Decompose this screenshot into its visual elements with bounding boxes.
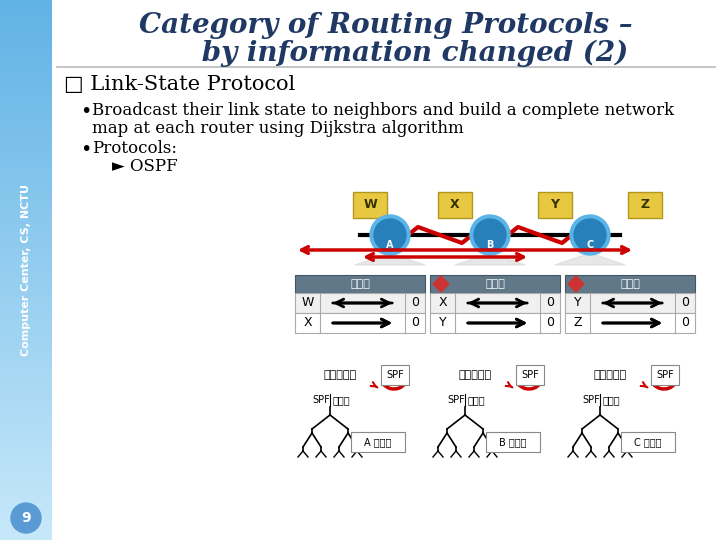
- Text: 0: 0: [411, 296, 419, 309]
- Text: Z: Z: [640, 199, 649, 212]
- Text: A 路由表: A 路由表: [364, 437, 392, 447]
- Text: •: •: [80, 102, 91, 121]
- FancyBboxPatch shape: [565, 275, 695, 293]
- Text: 9: 9: [21, 511, 31, 525]
- Text: Y: Y: [551, 199, 559, 212]
- Text: SPF: SPF: [521, 370, 539, 380]
- Circle shape: [474, 219, 506, 251]
- FancyBboxPatch shape: [565, 313, 695, 333]
- Text: 0: 0: [681, 296, 689, 309]
- Text: C 路由表: C 路由表: [634, 437, 662, 447]
- FancyBboxPatch shape: [295, 313, 425, 333]
- Text: 结构树: 结构树: [603, 395, 621, 405]
- Circle shape: [370, 215, 410, 255]
- Text: SPF: SPF: [656, 370, 674, 380]
- Text: 拓撲資料庫: 拓撲資料庫: [323, 370, 356, 380]
- Text: SPF: SPF: [447, 395, 465, 405]
- Text: Computer Center, CS, NCTU: Computer Center, CS, NCTU: [21, 184, 31, 356]
- Text: Y: Y: [574, 296, 582, 309]
- FancyBboxPatch shape: [430, 275, 560, 293]
- FancyBboxPatch shape: [651, 365, 679, 385]
- Text: 路由表: 路由表: [620, 279, 640, 289]
- FancyBboxPatch shape: [430, 313, 560, 333]
- FancyBboxPatch shape: [353, 192, 387, 218]
- Text: 路由表: 路由表: [485, 279, 505, 289]
- FancyBboxPatch shape: [538, 192, 572, 218]
- FancyBboxPatch shape: [295, 275, 425, 293]
- Text: Category of Routing Protocols –: Category of Routing Protocols –: [139, 12, 633, 39]
- Text: 0: 0: [411, 316, 419, 329]
- Text: X: X: [450, 199, 460, 212]
- Polygon shape: [555, 253, 625, 265]
- Text: C: C: [586, 240, 593, 250]
- Text: Y: Y: [439, 316, 447, 329]
- FancyBboxPatch shape: [621, 432, 675, 452]
- FancyBboxPatch shape: [565, 293, 695, 313]
- Text: SPF: SPF: [312, 395, 330, 405]
- Text: 拓撲資料庫: 拓撲資料庫: [593, 370, 626, 380]
- Polygon shape: [455, 253, 525, 265]
- FancyBboxPatch shape: [295, 293, 425, 313]
- Text: B: B: [486, 240, 494, 250]
- Text: A: A: [386, 240, 394, 250]
- FancyBboxPatch shape: [430, 293, 560, 313]
- FancyBboxPatch shape: [486, 432, 540, 452]
- FancyBboxPatch shape: [351, 432, 405, 452]
- Text: 路由表: 路由表: [350, 279, 370, 289]
- Polygon shape: [433, 276, 449, 292]
- Text: SPF: SPF: [386, 370, 404, 380]
- Text: X: X: [438, 296, 447, 309]
- FancyBboxPatch shape: [381, 365, 409, 385]
- Text: □ Link-State Protocol: □ Link-State Protocol: [64, 75, 295, 94]
- Polygon shape: [355, 253, 425, 265]
- Text: 结构树: 结构树: [468, 395, 485, 405]
- FancyBboxPatch shape: [628, 192, 662, 218]
- Text: ► OSPF: ► OSPF: [112, 158, 178, 175]
- Circle shape: [574, 219, 606, 251]
- Text: Broadcast their link state to neighbors and build a complete network: Broadcast their link state to neighbors …: [92, 102, 674, 119]
- Text: B 路由表: B 路由表: [499, 437, 527, 447]
- FancyBboxPatch shape: [516, 365, 544, 385]
- Text: SPF: SPF: [582, 395, 600, 405]
- Text: map at each router using Dijkstra algorithm: map at each router using Dijkstra algori…: [92, 120, 464, 137]
- Text: Z: Z: [574, 316, 582, 329]
- Polygon shape: [568, 276, 584, 292]
- FancyBboxPatch shape: [438, 192, 472, 218]
- Text: W: W: [363, 199, 377, 212]
- Text: 0: 0: [681, 316, 689, 329]
- Text: W: W: [302, 296, 314, 309]
- Text: 0: 0: [546, 316, 554, 329]
- Circle shape: [11, 503, 41, 533]
- Circle shape: [470, 215, 510, 255]
- Text: by information changed (2): by information changed (2): [144, 40, 628, 68]
- Text: X: X: [304, 316, 312, 329]
- Text: 拓撲資料庫: 拓撲資料庫: [459, 370, 492, 380]
- Circle shape: [570, 215, 610, 255]
- Text: 0: 0: [546, 296, 554, 309]
- Text: •: •: [80, 140, 91, 159]
- Text: Protocols:: Protocols:: [92, 140, 177, 157]
- Circle shape: [374, 219, 406, 251]
- Text: 结构树: 结构树: [333, 395, 351, 405]
